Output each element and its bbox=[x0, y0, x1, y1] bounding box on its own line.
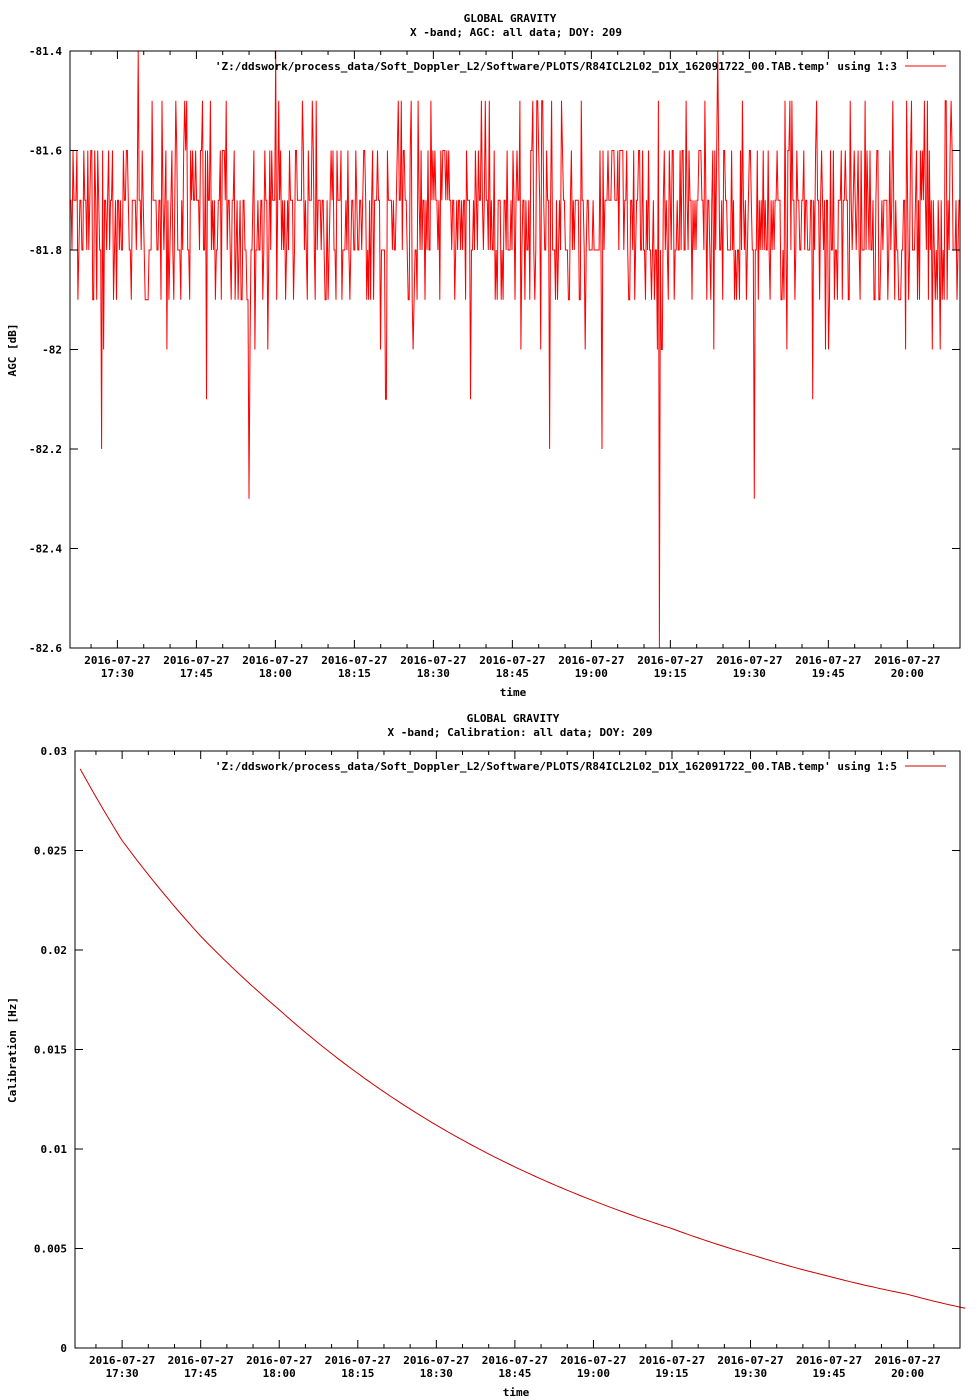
y-tick-label: 0.01 bbox=[41, 1143, 68, 1156]
x-tick-label-date: 2016-07-27 bbox=[795, 654, 861, 667]
x-tick-label-time: 17:45 bbox=[180, 667, 213, 680]
agc-chart: GLOBAL GRAVITY X -band; AGC: all data; D… bbox=[6, 12, 961, 699]
x-tick-label-date: 2016-07-27 bbox=[168, 1354, 234, 1367]
x-tick-label-time: 17:30 bbox=[101, 667, 134, 680]
x-tick-label-date: 2016-07-27 bbox=[796, 1354, 862, 1367]
x-tick-label-date: 2016-07-27 bbox=[875, 1354, 941, 1367]
y-tick-label: -82 bbox=[42, 344, 62, 357]
calibration-series-line bbox=[79, 768, 966, 1309]
x-tick-label-time: 18:15 bbox=[341, 1367, 374, 1380]
agc-plot-frame bbox=[69, 50, 961, 649]
agc-chart-subtitle: X -band; AGC: all data; DOY: 209 bbox=[410, 26, 622, 39]
calibration-x-axis-label: time bbox=[503, 1386, 530, 1399]
x-tick-label-date: 2016-07-27 bbox=[482, 1354, 548, 1367]
y-tick-label: -81.4 bbox=[29, 45, 62, 58]
x-tick-label-time: 18:00 bbox=[263, 1367, 296, 1380]
x-tick-label-time: 18:45 bbox=[496, 667, 529, 680]
x-tick-label-time: 19:00 bbox=[577, 1367, 610, 1380]
x-tick-label-time: 17:45 bbox=[184, 1367, 217, 1380]
y-tick-label: 0.03 bbox=[41, 745, 68, 758]
x-tick-label-time: 17:30 bbox=[106, 1367, 139, 1380]
x-tick-label-time: 19:45 bbox=[812, 667, 845, 680]
y-tick-label: 0 bbox=[60, 1342, 67, 1355]
agc-data-line bbox=[70, 50, 960, 649]
x-tick-label-time: 18:45 bbox=[498, 1367, 531, 1380]
calibration-plot-frame bbox=[74, 750, 961, 1349]
calibration-x-axis: 2016-07-2717:302016-07-2717:452016-07-27… bbox=[89, 751, 961, 1380]
x-tick-label-time: 19:15 bbox=[655, 1367, 688, 1380]
x-tick-label-date: 2016-07-27 bbox=[716, 654, 782, 667]
agc-legend-label: 'Z:/ddswork/process_data/Soft_Doppler_L2… bbox=[215, 60, 897, 73]
calibration-y-axis-label: Calibration [Hz] bbox=[6, 997, 19, 1103]
x-tick-label-date: 2016-07-27 bbox=[89, 1354, 155, 1367]
x-tick-label-date: 2016-07-27 bbox=[639, 1354, 705, 1367]
x-tick-label-time: 18:30 bbox=[417, 667, 450, 680]
x-tick-label-date: 2016-07-27 bbox=[560, 1354, 626, 1367]
x-tick-label-time: 20:00 bbox=[891, 1367, 924, 1380]
x-tick-label-time: 19:45 bbox=[813, 1367, 846, 1380]
agc-chart-title: GLOBAL GRAVITY bbox=[464, 12, 557, 25]
x-tick-label-time: 18:30 bbox=[420, 1367, 453, 1380]
x-tick-label-time: 18:00 bbox=[259, 667, 292, 680]
x-tick-label-date: 2016-07-27 bbox=[637, 654, 703, 667]
calibration-legend-label: 'Z:/ddswork/process_data/Soft_Doppler_L2… bbox=[215, 760, 897, 773]
x-tick-label-time: 20:00 bbox=[891, 667, 924, 680]
x-tick-label-date: 2016-07-27 bbox=[403, 1354, 469, 1367]
calibration-y-axis: 0 0.005 0.01 0.015 0.02 0.025 0.03 bbox=[34, 745, 960, 1355]
calibration-chart: GLOBAL GRAVITY X -band; Calibration: all… bbox=[6, 712, 966, 1399]
x-tick-label-date: 2016-07-27 bbox=[874, 654, 940, 667]
x-tick-label-date: 2016-07-27 bbox=[558, 654, 624, 667]
x-tick-label-date: 2016-07-27 bbox=[246, 1354, 312, 1367]
agc-y-axis-label: AGC [dB] bbox=[6, 324, 19, 377]
x-tick-label-date: 2016-07-27 bbox=[325, 1354, 391, 1367]
x-tick-label-time: 18:15 bbox=[338, 667, 371, 680]
x-tick-label-time: 19:15 bbox=[654, 667, 687, 680]
calibration-data-line bbox=[79, 768, 966, 1309]
x-tick-label-date: 2016-07-27 bbox=[242, 654, 308, 667]
calibration-chart-subtitle: X -band; Calibration: all data; DOY: 209 bbox=[388, 726, 653, 739]
y-tick-label: -81.6 bbox=[29, 145, 62, 158]
x-tick-label-date: 2016-07-27 bbox=[717, 1354, 783, 1367]
y-tick-label: -82.4 bbox=[29, 543, 62, 556]
agc-x-axis: 2016-07-2717:302016-07-2717:452016-07-27… bbox=[84, 51, 961, 680]
y-tick-label: 0.025 bbox=[34, 845, 67, 858]
x-tick-label-date: 2016-07-27 bbox=[479, 654, 545, 667]
y-tick-label: 0.02 bbox=[41, 944, 68, 957]
x-tick-label-time: 19:00 bbox=[575, 667, 608, 680]
agc-series-line bbox=[70, 50, 960, 649]
x-tick-label-time: 19:30 bbox=[734, 1367, 767, 1380]
x-tick-label-time: 19:30 bbox=[733, 667, 766, 680]
x-tick-label-date: 2016-07-27 bbox=[321, 654, 387, 667]
calibration-chart-title: GLOBAL GRAVITY bbox=[467, 712, 560, 725]
agc-y-axis: -81.4 -81.6 -81.8 -82 -82.2 -82.4 -82.6 bbox=[29, 45, 960, 655]
x-tick-label-date: 2016-07-27 bbox=[163, 654, 229, 667]
agc-x-axis-label: time bbox=[500, 686, 527, 699]
x-tick-label-date: 2016-07-27 bbox=[84, 654, 150, 667]
y-tick-label: 0.005 bbox=[34, 1243, 67, 1256]
y-tick-label: 0.015 bbox=[34, 1044, 67, 1057]
y-tick-label: -81.8 bbox=[29, 244, 62, 257]
y-tick-label: -82.2 bbox=[29, 443, 62, 456]
x-tick-label-date: 2016-07-27 bbox=[400, 654, 466, 667]
y-tick-label: -82.6 bbox=[29, 642, 62, 655]
